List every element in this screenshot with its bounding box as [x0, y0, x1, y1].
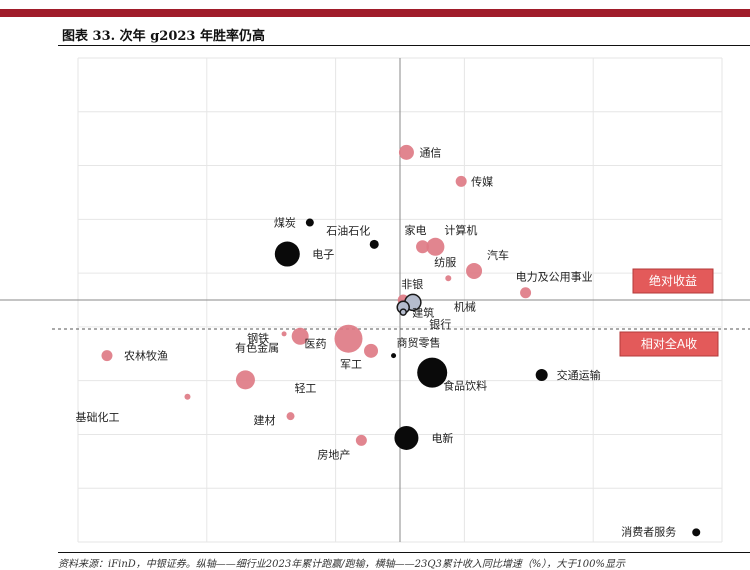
data-label: 家电	[405, 223, 427, 237]
data-point	[394, 425, 419, 450]
data-point	[466, 262, 483, 279]
data-label: 钢铁	[247, 332, 269, 345]
figure-title: 图表 33. 次年 g2023 年胜率仍高	[62, 29, 265, 44]
data-point	[520, 287, 532, 299]
data-label: 电新	[431, 431, 453, 445]
data-point	[286, 412, 295, 421]
source-note: 资料来源：iFinD，中银证券。纵轴——细行业2023年累计跑赢/跑输，横轴——…	[58, 559, 625, 570]
data-label: 交通运输	[557, 368, 601, 382]
data-label: 房地产	[317, 447, 350, 461]
data-point	[369, 239, 379, 249]
data-label: 消费者服务	[621, 524, 676, 538]
data-label: 军工	[340, 358, 362, 371]
data-label: 商贸零售	[397, 336, 441, 350]
data-label: 建筑	[412, 305, 434, 319]
data-point	[445, 275, 452, 282]
header-accent-bar	[0, 9, 750, 17]
data-label: 汽车	[487, 248, 509, 262]
data-point	[417, 357, 448, 388]
data-label: 银行	[429, 317, 451, 331]
data-label: 基础化工	[75, 410, 119, 424]
source-divider	[58, 552, 750, 553]
data-point	[364, 343, 379, 358]
data-label: 非银	[401, 277, 423, 291]
data-label: 计算机	[444, 223, 477, 237]
data-point	[274, 241, 300, 267]
data-point	[235, 370, 255, 390]
quadrant-tag-label: 相对全A收	[641, 336, 697, 351]
data-label: 煤炭	[274, 217, 296, 230]
quadrant-tag-box	[619, 331, 719, 357]
data-point	[334, 324, 363, 353]
data-label: 建材	[254, 413, 276, 427]
data-point	[416, 240, 430, 254]
data-point	[355, 434, 367, 446]
data-point	[305, 218, 314, 227]
data-point	[101, 350, 113, 362]
data-point	[398, 144, 414, 160]
data-label: 传媒	[471, 175, 493, 188]
data-point	[391, 353, 397, 359]
data-label: 食品饮料	[443, 379, 487, 393]
data-point	[281, 331, 287, 337]
data-points	[101, 144, 701, 537]
data-point	[692, 528, 701, 537]
data-label: 电子	[312, 248, 334, 261]
data-point	[426, 237, 445, 256]
data-label: 机械	[454, 299, 476, 313]
data-label: 电力及公用事业	[516, 271, 593, 284]
data-label: 有色金属	[235, 340, 279, 354]
data-label: 石油石化	[326, 223, 370, 237]
title-divider	[58, 45, 750, 46]
data-point	[399, 308, 407, 316]
data-label: 通信	[419, 146, 441, 159]
data-point	[535, 369, 548, 382]
data-label: 农林牧渔	[124, 349, 168, 363]
data-label: 医药	[304, 338, 326, 351]
data-point	[455, 175, 467, 187]
data-point	[184, 393, 191, 400]
data-label: 纺服	[434, 255, 456, 269]
data-label: 轻工	[294, 381, 316, 395]
quadrant-tag-box	[632, 268, 714, 294]
data-point	[291, 327, 309, 345]
quadrant-tag-label: 绝对收益	[649, 273, 697, 288]
